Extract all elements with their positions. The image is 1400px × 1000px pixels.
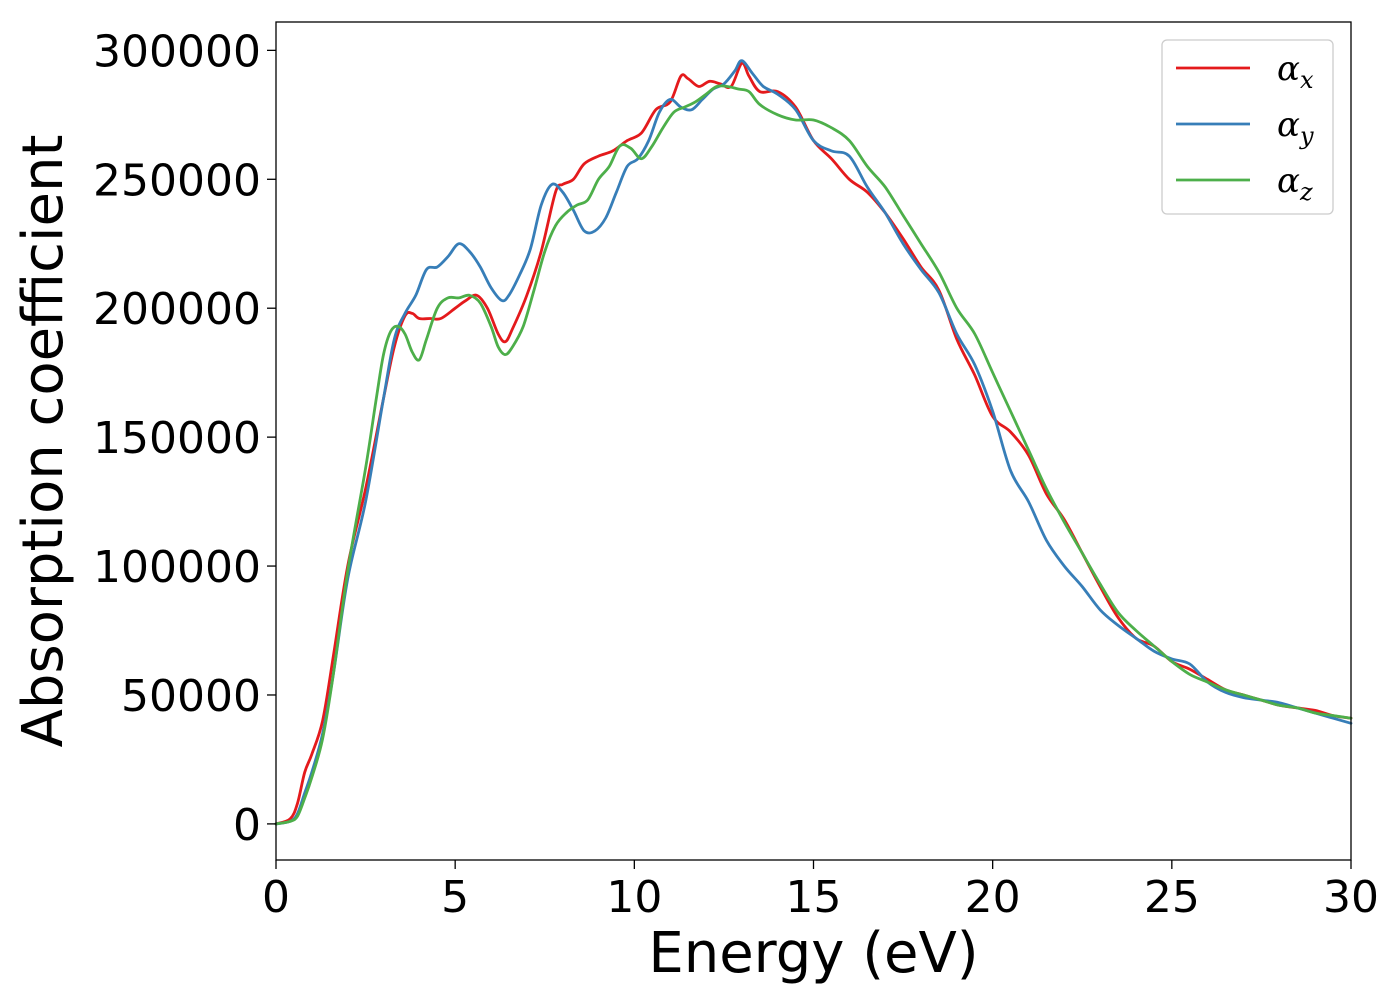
y-tick-label: 300000 (93, 26, 261, 77)
x-axis-ticks: 0 5 10 15 20 25 30 (262, 860, 1379, 923)
legend-label-x: αx (1277, 49, 1314, 94)
series-line-z (274, 84, 1353, 826)
legend-box (1161, 39, 1334, 215)
x-tick-label: 25 (1144, 872, 1200, 923)
series-layer (274, 59, 1353, 826)
x-tick-label: 20 (965, 872, 1021, 923)
y-tick-label: 150000 (93, 413, 261, 464)
legend: αx αy αz (1161, 39, 1334, 215)
x-tick-label: 30 (1323, 872, 1379, 923)
x-tick-label: 0 (262, 872, 290, 923)
y-tick-label: 0 (233, 800, 261, 851)
x-tick-label: 15 (786, 872, 842, 923)
y-tick-label: 200000 (93, 284, 261, 335)
series-line-x (274, 61, 1353, 826)
x-tick-label: 5 (441, 872, 469, 923)
legend-label-z: αz (1277, 161, 1313, 206)
x-axis-title: Energy (eV) (648, 921, 978, 986)
y-tick-label: 50000 (121, 671, 261, 722)
y-tick-label: 100000 (93, 542, 261, 593)
y-axis-ticks: 0 50000 100000 150000 200000 250000 300000 (93, 26, 276, 851)
legend-label-y: αy (1277, 105, 1314, 150)
y-tick-label: 250000 (93, 155, 261, 206)
y-axis-title: Absorption coefficient (11, 135, 76, 748)
x-tick-label: 10 (606, 872, 662, 923)
series-line-y (274, 59, 1353, 826)
